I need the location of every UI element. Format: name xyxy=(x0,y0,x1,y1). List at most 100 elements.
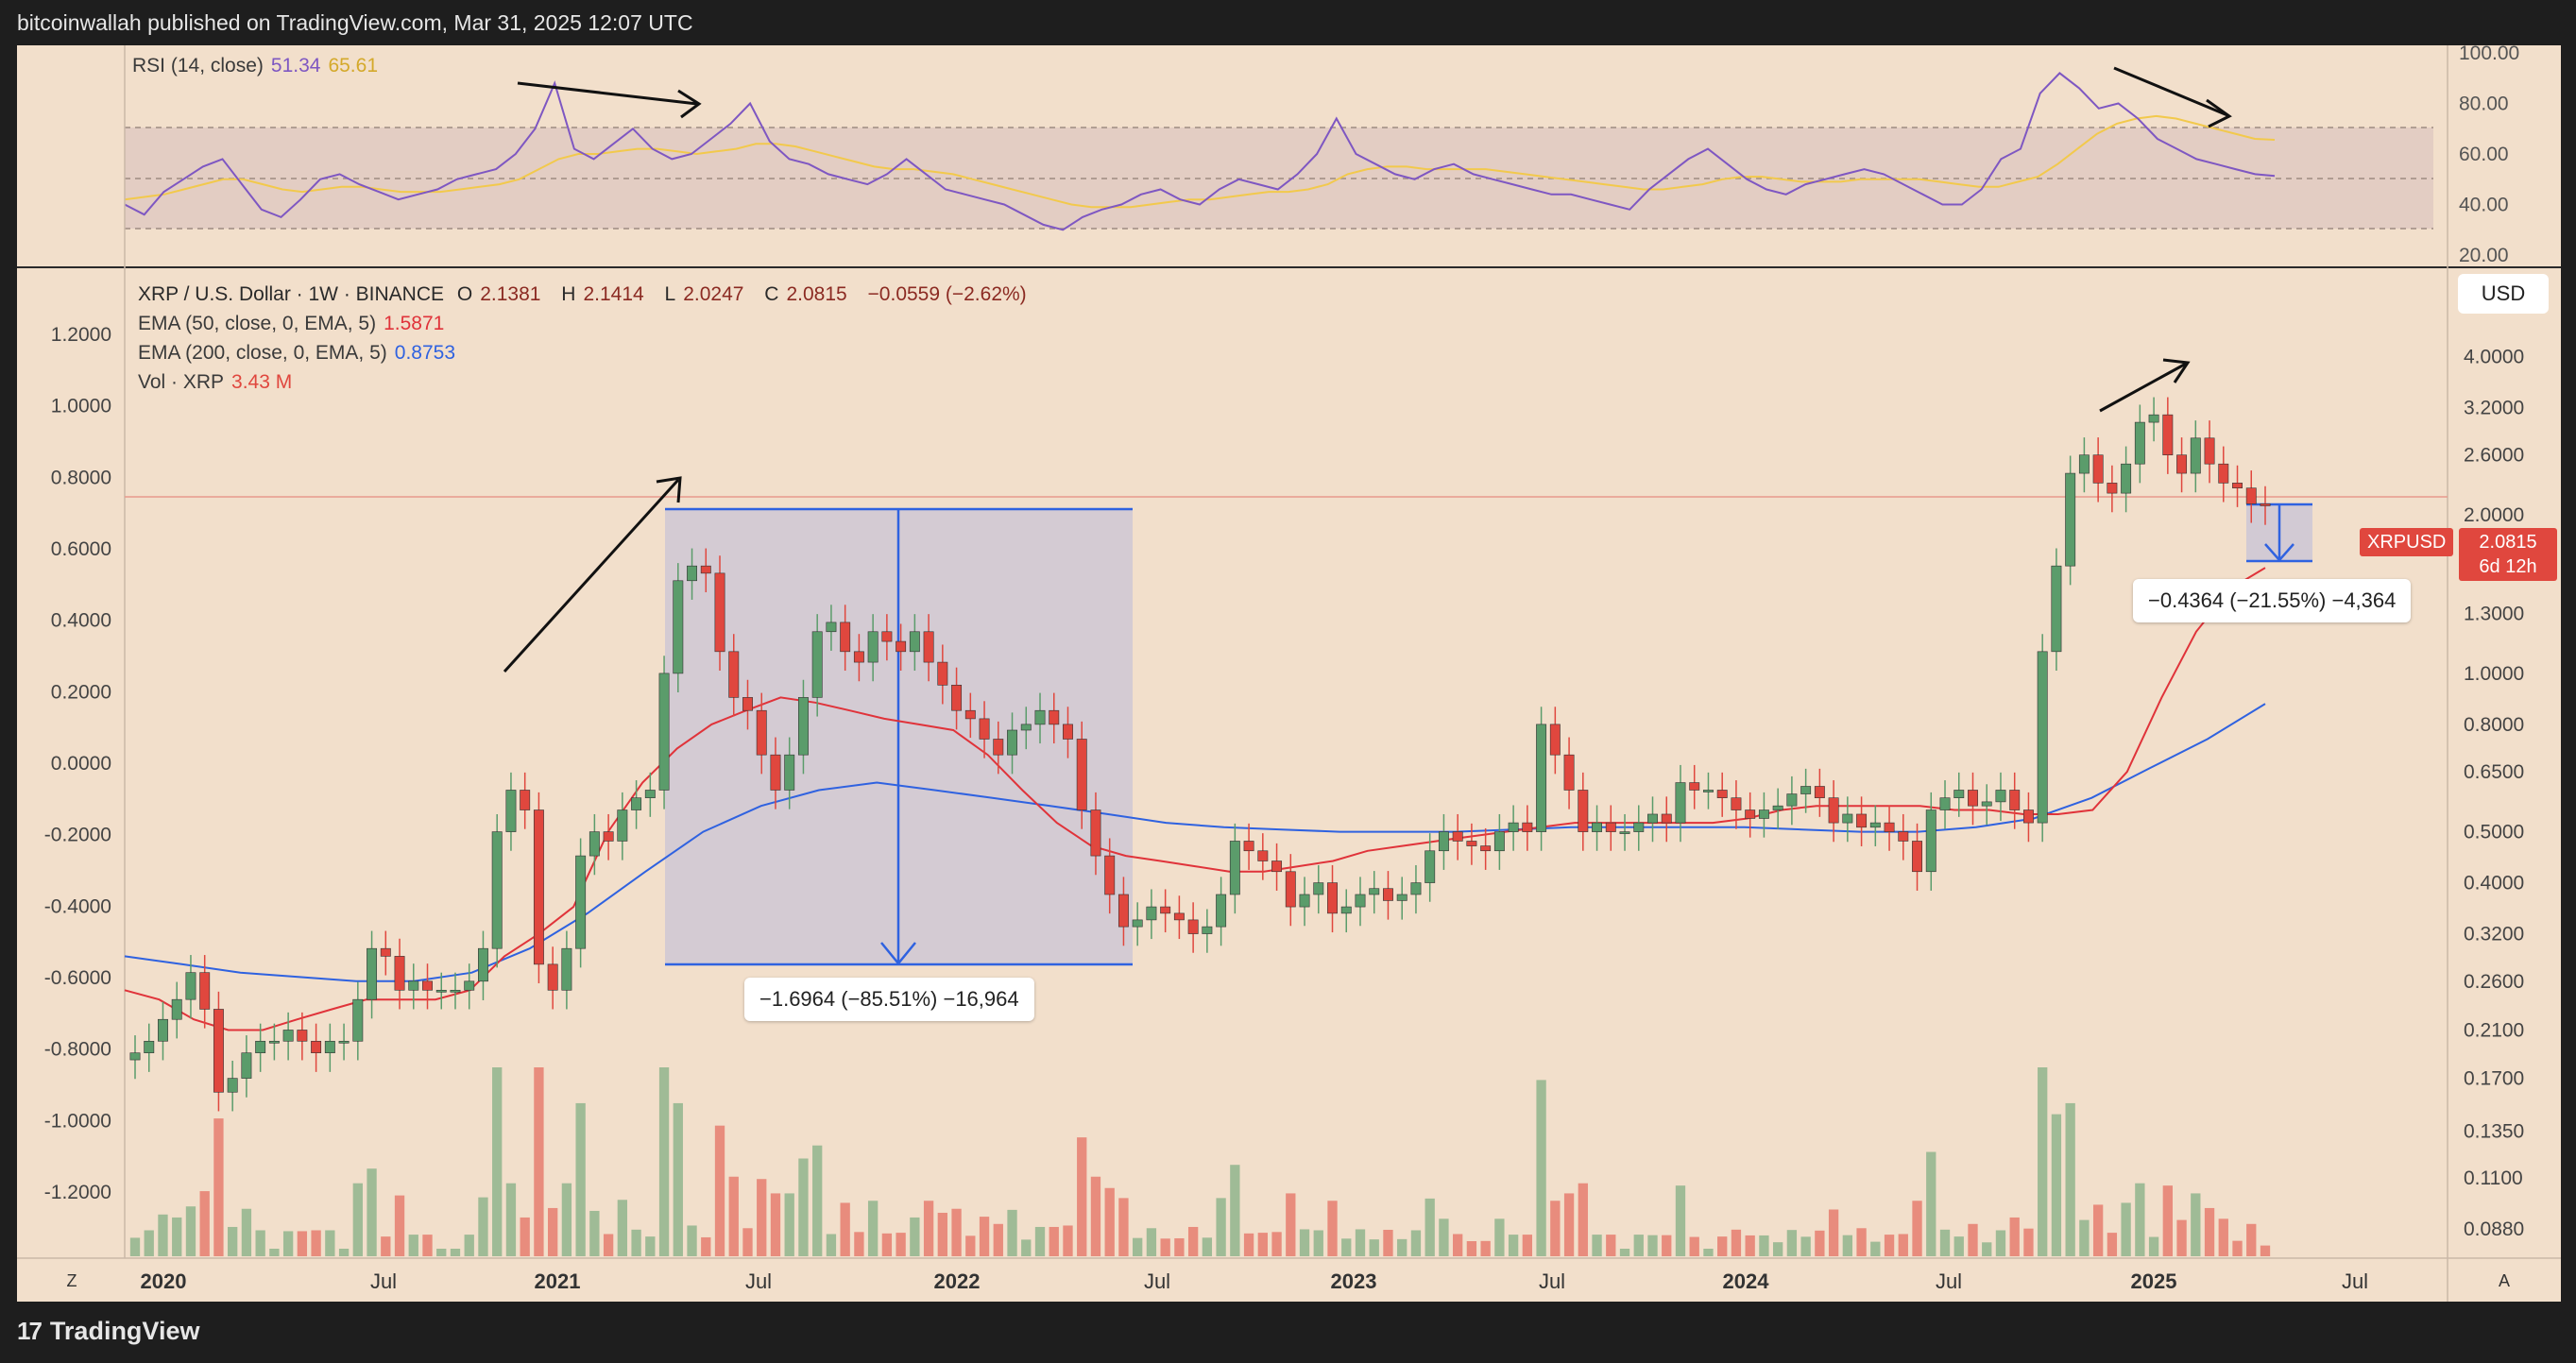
volume-bar xyxy=(589,1210,600,1256)
volume-bar xyxy=(1578,1183,1588,1256)
candle-body xyxy=(1034,709,1046,725)
volume-bar xyxy=(1786,1230,1798,1256)
candle-body xyxy=(1647,813,1658,824)
candle-body xyxy=(2245,487,2257,504)
volume-bar xyxy=(255,1230,265,1256)
candle-body xyxy=(241,1052,252,1079)
volume-bar xyxy=(172,1217,182,1256)
volume-bar xyxy=(1508,1235,1519,1256)
rsi-tick-label: 40.00 xyxy=(2459,195,2509,216)
candle-body xyxy=(520,790,531,810)
chart-area[interactable]: 100.00 80.00 60.00 40.00 20.00 xyxy=(17,45,2561,1302)
volume-bar xyxy=(1049,1226,1059,1256)
candle-body xyxy=(380,947,391,957)
candle-body xyxy=(255,1040,266,1053)
candle-body xyxy=(951,684,963,711)
volume-bar xyxy=(1884,1235,1895,1256)
volume-bar xyxy=(951,1208,962,1256)
volume-bar xyxy=(1397,1238,1407,1256)
volume-bar xyxy=(1842,1235,1853,1256)
candle-body xyxy=(1592,822,1603,832)
candle-body xyxy=(728,651,740,698)
candle-body xyxy=(1020,724,1032,731)
candle-body xyxy=(2107,483,2118,494)
volume-bar xyxy=(1383,1229,1393,1256)
candle-body xyxy=(1243,841,1254,852)
volume-bar xyxy=(1675,1185,1686,1256)
volume-bar xyxy=(1982,1242,1992,1256)
tradingview-logo[interactable]: 17 TradingView xyxy=(17,1317,199,1346)
volume-bar xyxy=(492,1067,503,1256)
volume-bar xyxy=(408,1235,418,1256)
candle-body xyxy=(1313,882,1324,895)
chart-canvas[interactable]: 100.00 80.00 60.00 40.00 20.00 xyxy=(17,45,2561,1302)
volume-bar xyxy=(422,1235,433,1256)
candle-body xyxy=(687,565,698,582)
volume-bar xyxy=(2260,1245,2271,1256)
auto-scale-toggle[interactable]: A xyxy=(2498,1271,2510,1290)
price-tick-label: 0.2100 xyxy=(2464,1019,2524,1041)
candle-body xyxy=(268,1040,280,1044)
candle-body xyxy=(1216,894,1227,928)
publish-header: bitcoinwallah published on TradingView.c… xyxy=(17,10,693,35)
price-tick-label: 0.4000 xyxy=(2464,873,2524,894)
candle-body xyxy=(784,754,795,791)
candle-body xyxy=(1716,790,1728,798)
tradingview-logo-icon: 17 xyxy=(17,1317,43,1345)
volume-bar xyxy=(757,1179,767,1256)
log-scale-toggle[interactable]: Z xyxy=(66,1271,77,1290)
candle-body xyxy=(2232,483,2243,488)
price-tick-label: 0.2600 xyxy=(2464,971,2524,993)
volume-bar xyxy=(1439,1218,1449,1256)
candle-body xyxy=(464,980,475,991)
price-tick-label: 1.0000 xyxy=(2464,663,2524,685)
volume-bar xyxy=(1953,1236,1964,1256)
volume-bar xyxy=(1341,1238,1352,1256)
candle-body xyxy=(478,947,488,982)
candle-body xyxy=(617,809,628,842)
rsi-ma-line xyxy=(124,114,2276,209)
open-value: 2.1381 xyxy=(480,283,541,305)
volume-bar xyxy=(561,1183,572,1256)
measure-label-small: −0.4364 (−21.55%) −4,364 xyxy=(2133,579,2412,622)
volume-bar xyxy=(1187,1226,1199,1256)
volume-bar xyxy=(993,1223,1003,1256)
volume-bar xyxy=(2232,1240,2243,1256)
volume-bar xyxy=(436,1249,447,1256)
high-value: 2.1414 xyxy=(583,283,644,305)
candle-body xyxy=(338,1040,350,1044)
currency-selector[interactable]: USD xyxy=(2458,274,2549,314)
rsi-axis: 100.00 80.00 60.00 40.00 20.00 xyxy=(2459,45,2519,266)
candle-body xyxy=(1522,822,1533,832)
volume-bar xyxy=(1926,1151,1936,1256)
price-tag-ticker: XRPUSD xyxy=(2360,528,2454,556)
left-tick-label: 0.4000 xyxy=(51,610,111,632)
candle-body xyxy=(993,739,1004,756)
candle-body xyxy=(2190,437,2201,474)
volume-bar xyxy=(1689,1236,1699,1256)
volume-bar xyxy=(199,1191,210,1256)
candle-body xyxy=(658,673,670,791)
volume-bar xyxy=(1466,1240,1477,1256)
volume-bar xyxy=(1118,1198,1129,1256)
volume-bar xyxy=(1995,1230,2006,1256)
candle-body xyxy=(909,631,920,653)
price-tick-label: 0.8000 xyxy=(2464,714,2524,736)
candle-body xyxy=(1424,850,1436,883)
volume-bar xyxy=(2051,1114,2062,1256)
volume-bar xyxy=(826,1234,837,1256)
price-tick-label: 0.6500 xyxy=(2464,761,2524,783)
ema50-value: 1.5871 xyxy=(384,313,445,334)
left-tick-label: -1.2000 xyxy=(44,1182,111,1203)
left-axis: 1.2000 1.0000 0.8000 0.6000 0.4000 0.2000 0.00… xyxy=(44,324,111,1203)
candle-body xyxy=(1675,782,1686,824)
drawdown-measure-big xyxy=(665,507,1133,966)
ema200-line xyxy=(124,703,2266,982)
volume-bar xyxy=(311,1230,321,1256)
volume-bar xyxy=(520,1217,530,1256)
volume-bar xyxy=(269,1249,280,1256)
volume-bar xyxy=(547,1207,558,1256)
rsi-ma-value: 65.61 xyxy=(328,55,379,77)
candle-body xyxy=(1271,860,1283,873)
symbol-title: XRP / U.S. Dollar · 1W · BINANCE xyxy=(138,283,445,305)
